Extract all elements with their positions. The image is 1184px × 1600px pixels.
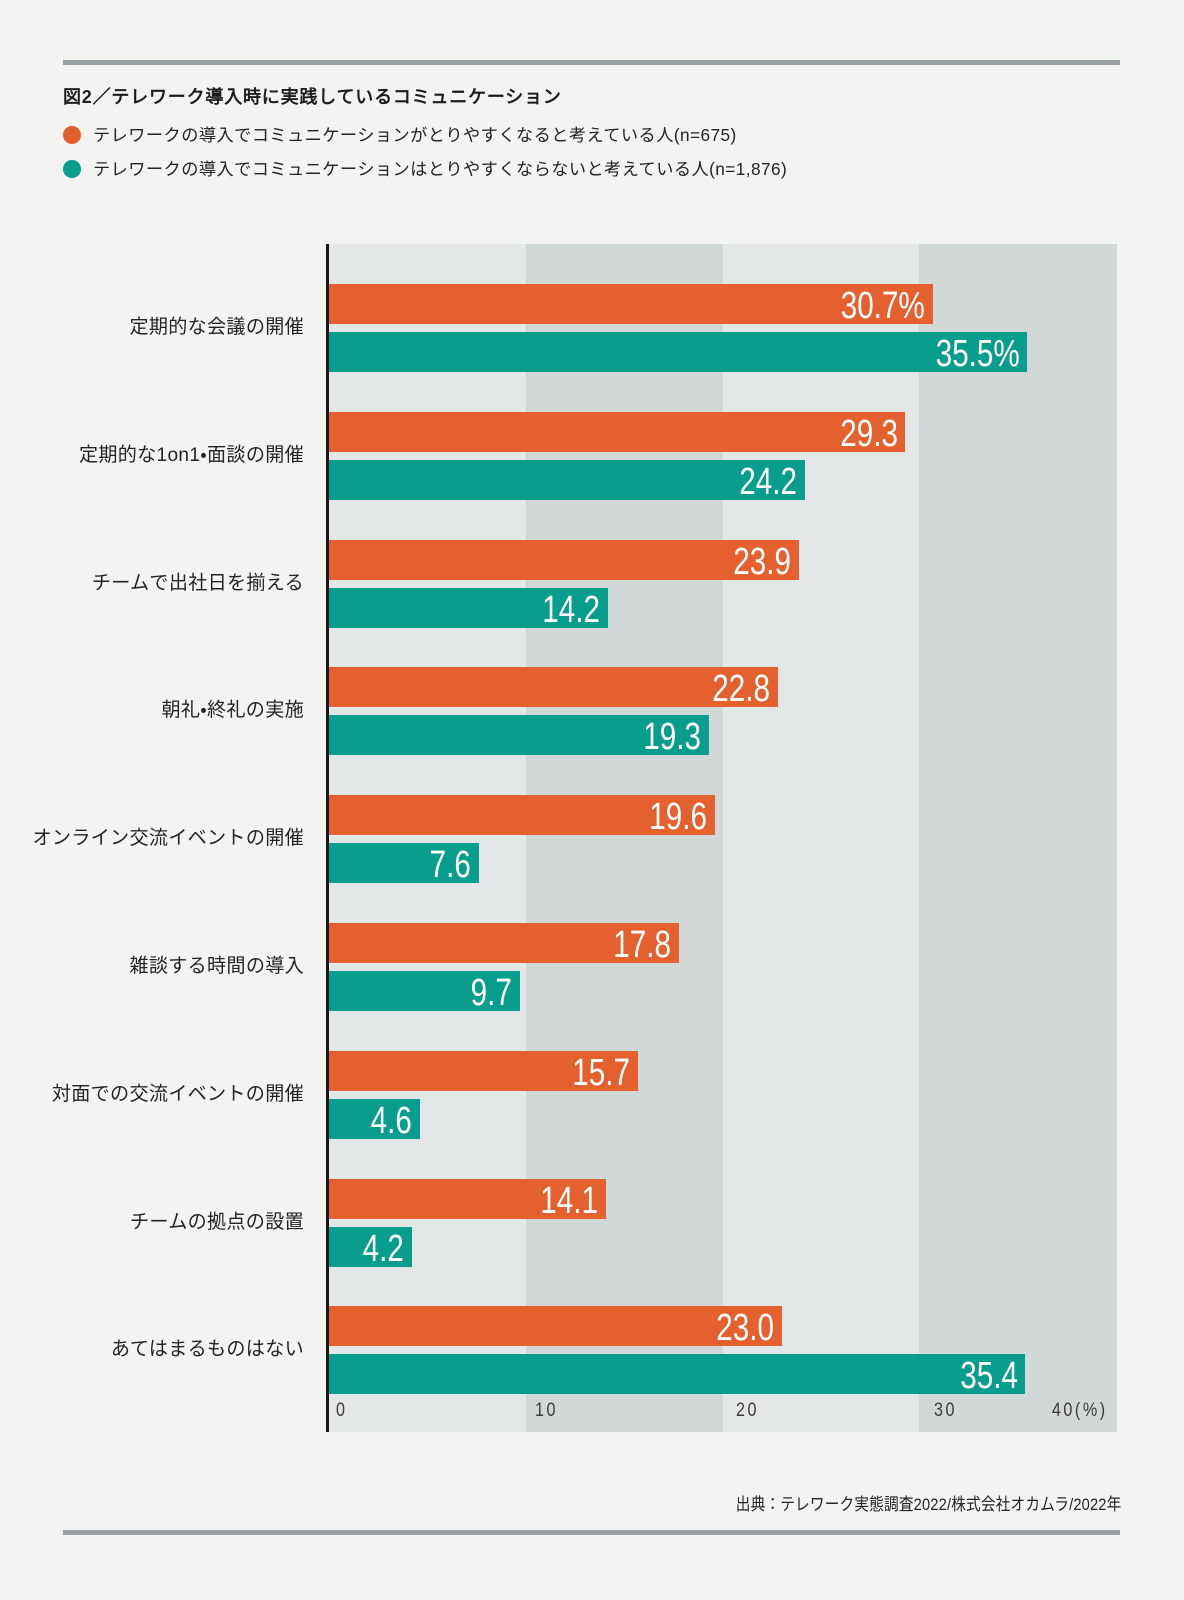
category-label: 雑談する時間の導入: [129, 956, 304, 977]
x-tick-label: 0: [336, 1400, 348, 1421]
category-label: 朝礼・終礼の実施: [161, 700, 304, 722]
bar-value-label: 4.2: [362, 1227, 404, 1270]
bar-yes-group-4: 22.8: [329, 667, 778, 711]
bar-yes-group-2: 29.3: [329, 411, 906, 455]
bar-no-group-3: 14.2: [329, 587, 609, 631]
bar-value-label: 35.5%: [935, 333, 1020, 375]
bar-value-label: 23.9: [733, 540, 792, 583]
bar-no-group-9: 35.4: [329, 1354, 1026, 1398]
bar-value-label: 15.7: [572, 1051, 630, 1094]
y-axis-line: [326, 244, 329, 1432]
bar-yes-group-9: 23.0: [329, 1306, 782, 1350]
bar-yes-group-1: 30.7%: [329, 284, 934, 327]
source-note: 出典：テレワーク実態調査2022/株式会社オカムラ/2022年: [735, 1495, 1121, 1514]
category-label: チームで出社日を揃える: [91, 572, 304, 594]
bar-yes-group-6: 17.8: [329, 923, 680, 966]
figure-title: 図2／テレワーク導入時に実践しているコミュニケーション: [63, 87, 562, 107]
legend-swatch-icon: [63, 126, 81, 144]
category-label: 対面での交流イベントの開催: [51, 1083, 304, 1105]
x-tick-label: 20: [735, 1400, 759, 1421]
legend-swatch-icon: [63, 160, 81, 178]
bar-no-group-4: 19.3: [329, 715, 709, 759]
bar-yes-group-7: 15.7: [329, 1050, 638, 1094]
bar-value-label: 9.7: [470, 972, 512, 1014]
bar-no-group-6: 9.7: [329, 971, 520, 1014]
category-label: オンライン交流イベントの開催: [32, 828, 304, 850]
bar-value-label: 23.0: [715, 1307, 774, 1350]
bar-no-group-1: 35.5%: [329, 332, 1028, 375]
bar-yes-group-8: 14.1: [329, 1178, 607, 1222]
category-label: チームの拠点の設置: [130, 1211, 304, 1233]
bar-value-label: 19.6: [648, 796, 707, 839]
x-tick-label: 10: [534, 1400, 558, 1421]
bar-value-label: 35.4: [959, 1355, 1018, 1398]
plot-band: [919, 244, 1117, 1432]
bar-no-group-2: 24.2: [329, 459, 806, 503]
category-label: あてはまるものはない: [110, 1339, 304, 1361]
bar-no-group-7: 4.6: [329, 1098, 420, 1142]
x-tick-label: 30: [934, 1400, 958, 1421]
category-label: 定期的な会議の開催: [129, 317, 304, 338]
bar-no-group-8: 4.2: [329, 1226, 412, 1270]
bar-yes-group-3: 23.9: [329, 539, 800, 583]
legend-item-label: テレワークの導入でコミュニケーションはとりやすくならないと考えている人(n=1,…: [93, 159, 788, 179]
bar-value-label: 14.2: [542, 588, 601, 631]
category-label: 定期的な1on1・面談の開催: [78, 444, 304, 466]
bar-value-label: 24.2: [739, 460, 798, 503]
bottom-divider: [63, 1530, 1120, 1535]
x-tick-label: 40(%): [1052, 1400, 1108, 1421]
bar-value-label: 14.1: [540, 1179, 599, 1222]
bar-yes-group-5: 19.6: [329, 795, 715, 839]
bar-value-label: 29.3: [839, 412, 898, 455]
bar-no-group-5: 7.6: [329, 843, 479, 887]
legend-item-label: テレワークの導入でコミュニケーションがとりやすくなると考えている人(n=675): [93, 125, 737, 145]
bar-value-label: 17.8: [613, 924, 672, 966]
bar-value-label: 7.6: [429, 844, 471, 887]
bar-value-label: 30.7%: [840, 285, 926, 327]
bar-value-label: 22.8: [711, 668, 770, 711]
top-divider: [63, 60, 1120, 65]
plot-area: 30.7% 35.5% 29.3 24.2 23.9 14.2 22.8 19.3 19.6 7.…: [326, 244, 1117, 1432]
bar-value-label: 19.3: [643, 716, 701, 759]
bar-value-label: 4.6: [370, 1099, 412, 1142]
